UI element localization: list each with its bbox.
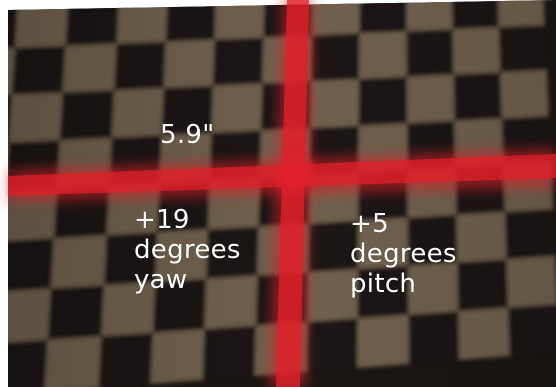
pitch-value: +5 <box>350 209 389 239</box>
checker-square <box>8 0 21 4</box>
checker-square <box>0 191 6 244</box>
distance-label: 5.9" <box>160 120 215 150</box>
yaw-unit: degrees <box>134 235 241 265</box>
checker-square <box>18 0 71 2</box>
pitch-unit: degrees <box>350 239 457 269</box>
vertical-laser-line <box>276 0 309 387</box>
yaw-value: +19 <box>134 205 190 235</box>
yaw-annotation: +19 degrees yaw <box>134 205 241 295</box>
checker-square <box>8 142 9 194</box>
yaw-axis-label: yaw <box>134 265 188 295</box>
laser-crosshair <box>8 0 556 387</box>
pitch-axis-label: pitch <box>350 269 417 299</box>
checker-square <box>0 241 2 295</box>
pitch-annotation: +5 degrees pitch <box>350 209 457 299</box>
laser-intersection <box>279 158 311 190</box>
